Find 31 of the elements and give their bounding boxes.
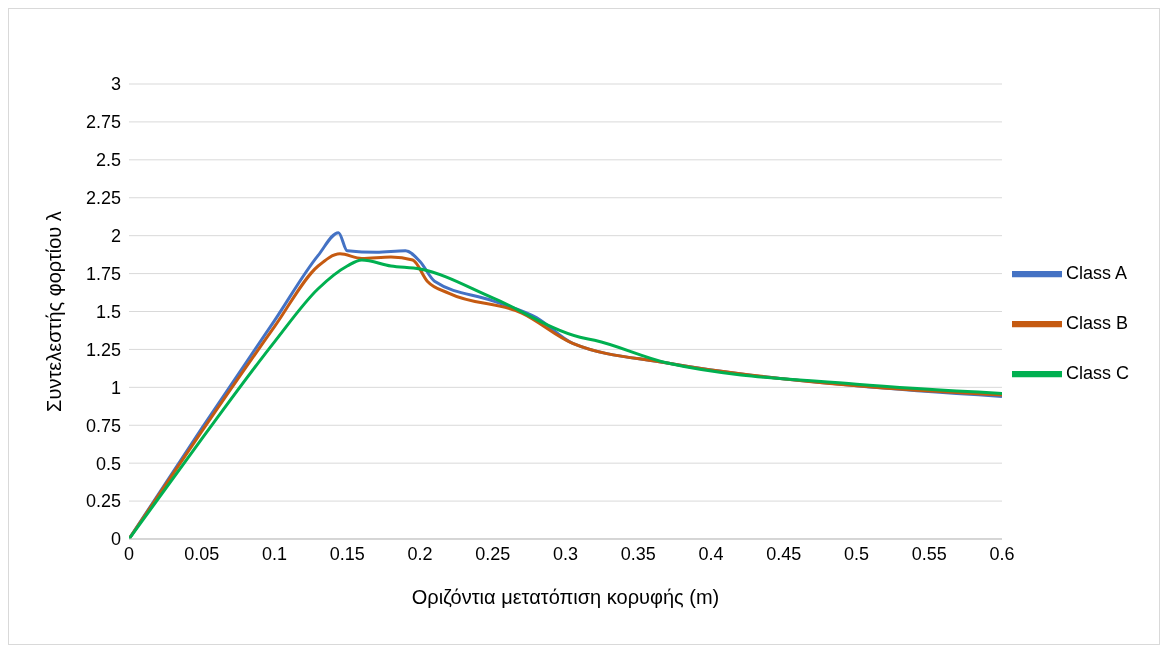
y-tick-label: 1.5 <box>95 301 121 322</box>
x-tick-label: 0.25 <box>475 543 511 564</box>
y-tick-label: 0.5 <box>95 453 121 474</box>
x-tick-label: 0 <box>123 543 135 564</box>
x-tick-label: 0.15 <box>329 543 365 564</box>
y-tick-label: 3 <box>110 74 121 95</box>
y-tick-label: 0 <box>110 529 121 550</box>
x-tick-label: 0.6 <box>989 543 1015 564</box>
x-tick-label: 0.3 <box>552 543 579 564</box>
y-tick-label: 2.75 <box>85 112 121 133</box>
x-tick-label: 0.55 <box>911 543 947 564</box>
x-tick-label: 0.35 <box>620 543 656 564</box>
legend-label: Class B <box>1065 312 1128 333</box>
y-tick-label: 2 <box>110 226 121 247</box>
x-tick-label: 0.2 <box>407 543 433 564</box>
x-tick-label: 0.4 <box>698 543 724 564</box>
legend-label: Class C <box>1065 362 1129 383</box>
x-axis-title: Οριζόντια μετατόπιση κορυφής (m) <box>411 586 720 608</box>
x-tick-label: 0.05 <box>184 543 220 564</box>
y-tick-label: 0.75 <box>85 415 121 436</box>
x-tick-label: 0.5 <box>843 543 869 564</box>
y-tick-label: 1.25 <box>85 339 121 360</box>
x-tick-label: 0.45 <box>766 543 802 564</box>
y-tick-label: 2.5 <box>95 150 121 171</box>
y-tick-label: 1.75 <box>85 263 121 284</box>
y-tick-label: 2.25 <box>85 188 121 209</box>
legend-label: Class A <box>1065 262 1128 283</box>
y-tick-label: 0.25 <box>85 491 121 512</box>
y-axis-title: Συντελεστής φορτίου λ <box>43 211 66 412</box>
y-tick-label: 1 <box>110 377 121 398</box>
x-tick-label: 0.1 <box>261 543 288 564</box>
